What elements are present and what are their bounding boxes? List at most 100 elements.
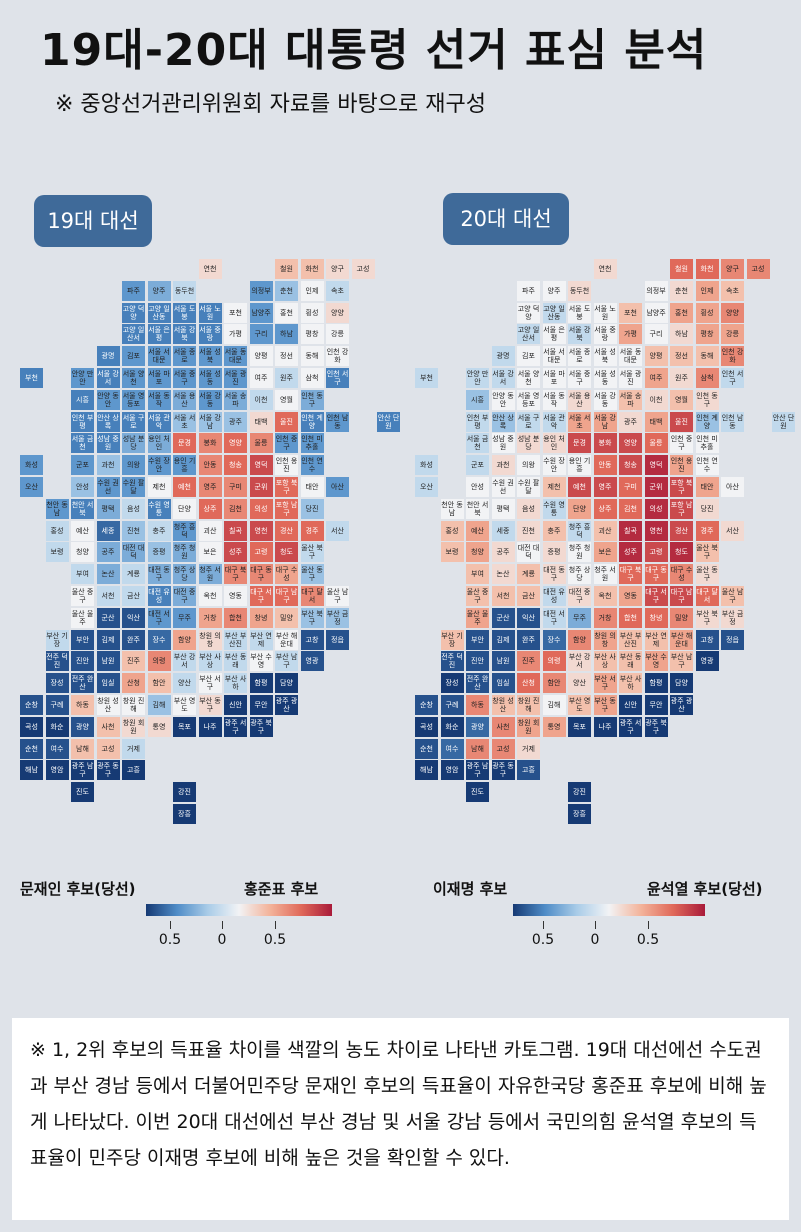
district-cell: 서울 광진 — [224, 368, 247, 388]
district-cell: 구미 — [224, 477, 247, 497]
district-cell: 인천 연수 — [300, 455, 324, 476]
district-cell: 세종 — [491, 520, 515, 541]
district-cell: 구리 — [249, 324, 273, 345]
district-cell: 대구 남구 — [275, 586, 298, 606]
district-cell: 서울 구로 — [122, 411, 145, 432]
district-cell: 서울 영등포 — [122, 389, 145, 410]
district-cell: 여수 — [45, 738, 69, 759]
district-cell: 영주 — [593, 477, 617, 497]
district-cell: 울진 — [275, 411, 298, 432]
district-cell: 화순 — [440, 716, 464, 737]
district-cell: 서울 금천 — [466, 433, 489, 454]
district-cell: 진천 — [517, 520, 540, 541]
district-cell: 울산 울주 — [466, 607, 489, 628]
district-cell: 동두천 — [568, 280, 591, 301]
district-cell: 여주 — [249, 368, 273, 388]
district-cell: 창원 회원 — [122, 716, 145, 737]
district-cell: 서울 서초 — [173, 411, 196, 432]
district-cell: 고양 일산동 — [147, 302, 171, 323]
district-cell: 예천 — [173, 477, 196, 497]
district-cell: 창원 회원 — [517, 716, 540, 737]
district-cell: 구례 — [440, 695, 464, 715]
district-cell: 예산 — [466, 520, 489, 541]
district-cell: 서울 구로 — [517, 411, 540, 432]
district-cell: 곡성 — [415, 716, 438, 737]
district-cell: 김천 — [619, 498, 642, 519]
district-cell: 홍천 — [275, 302, 298, 323]
district-cell: 평택 — [96, 498, 120, 519]
district-cell: 강릉 — [721, 324, 744, 345]
district-cell: 인천 중구 — [275, 433, 298, 454]
district-cell: 서울 금천 — [71, 433, 94, 454]
district-cell: 단양 — [173, 498, 196, 519]
district-cell: 태안 — [695, 477, 719, 497]
legend-20: 이재명 후보 윤석열 후보(당선) 0.5 0 0.5 — [433, 878, 793, 958]
district-cell: 성주 — [619, 542, 642, 563]
district-cell: 문경 — [568, 433, 591, 454]
district-cell: 포항 북구 — [670, 477, 693, 497]
district-cell: 서울 동작 — [147, 389, 171, 410]
district-cell: 예천 — [568, 477, 591, 497]
district-cell: 서천 — [96, 586, 120, 606]
district-cell: 인천 강화 — [721, 346, 744, 367]
district-cell: 당진 — [695, 498, 719, 519]
district-cell: 익산 — [517, 607, 540, 628]
legend-tick-label: 0.5 — [531, 932, 555, 948]
district-cell: 함안 — [147, 673, 171, 694]
district-cell: 영동 — [224, 586, 247, 606]
district-cell: 순천 — [415, 738, 438, 759]
district-cell: 금산 — [122, 586, 145, 606]
district-cell: 상주 — [593, 498, 617, 519]
district-cell: 서울 종로 — [568, 346, 591, 367]
district-cell: 부안 — [71, 629, 94, 650]
map-label-19: 19대 대선 — [34, 195, 152, 247]
district-cell: 대구 동구 — [644, 564, 668, 585]
district-cell: 청도 — [275, 542, 298, 563]
district-cell: 서울 도봉 — [173, 302, 196, 323]
district-cell: 파주 — [122, 280, 145, 301]
district-cell: 예산 — [71, 520, 94, 541]
district-cell: 창녕 — [249, 607, 273, 628]
district-cell: 거창 — [593, 607, 617, 628]
district-cell: 서울 노원 — [593, 302, 617, 323]
district-cell: 남해 — [71, 738, 94, 759]
district-cell: 울산 울주 — [71, 607, 94, 628]
district-cell: 세종 — [96, 520, 120, 541]
district-cell: 의왕 — [122, 455, 145, 476]
district-cell: 홍성 — [45, 520, 69, 541]
district-cell: 진천 — [122, 520, 145, 541]
district-cell: 대구 서구 — [249, 586, 273, 606]
district-cell: 봉화 — [593, 433, 617, 454]
district-cell: 남양주 — [644, 302, 668, 323]
legend-right-label: 홍준표 후보 — [244, 880, 319, 898]
district-cell: 대구 남구 — [670, 586, 693, 606]
district-cell: 청도 — [670, 542, 693, 563]
district-cell: 대전 중구 — [568, 586, 591, 606]
district-cell: 고령 — [249, 542, 273, 563]
district-cell: 서울 관악 — [147, 411, 171, 432]
district-cell: 포항 남구 — [670, 498, 693, 519]
district-cell: 나주 — [198, 716, 222, 737]
district-cell: 청주 상당 — [568, 564, 591, 585]
district-cell: 홍천 — [670, 302, 693, 323]
district-cell: 청주 상당 — [173, 564, 196, 585]
district-cell: 진도 — [466, 782, 489, 803]
district-cell: 광주 서구 — [224, 716, 247, 737]
district-cell: 음성 — [517, 498, 540, 519]
district-cell: 영양 — [224, 433, 247, 454]
district-cell: 제천 — [542, 477, 566, 497]
district-cell: 금산 — [517, 586, 540, 606]
district-cell: 광주 서구 — [619, 716, 642, 737]
district-cell: 청송 — [224, 455, 247, 476]
district-cell: 안동 — [593, 455, 617, 476]
district-cell: 서울 은평 — [542, 324, 566, 345]
district-cell: 대전 서구 — [147, 607, 171, 628]
district-cell: 울산 남구 — [721, 586, 744, 606]
district-cell: 인천 동구 — [300, 389, 324, 410]
district-cell: 가평 — [224, 324, 247, 345]
district-cell: 전주 덕진 — [45, 651, 69, 672]
district-cell: 인천 미추홀 — [695, 433, 719, 454]
district-cell: 고성 — [351, 259, 375, 279]
district-cell: 인천 미추홀 — [300, 433, 324, 454]
district-cell: 강진 — [568, 782, 591, 803]
